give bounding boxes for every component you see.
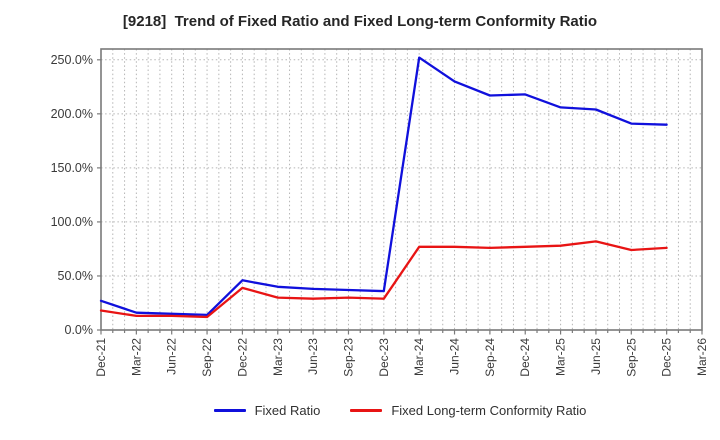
y-axis-tick-label: 250.0% bbox=[51, 53, 93, 67]
x-axis-tick-label: Mar-24 bbox=[412, 338, 426, 376]
x-axis-labels: Dec-21 Mar-22 Jun-22 Sep-22 Dec-22 Mar-23 Jun-… bbox=[94, 338, 709, 377]
chart-title: [9218] Trend of Fixed Ratio and Fixed Lo… bbox=[122, 13, 598, 30]
x-axis-tick-label: Jun-25 bbox=[589, 338, 603, 375]
legend: Fixed Ratio Fixed Long-term Conformity Ra… bbox=[0, 403, 720, 418]
x-axis-tick-label: Dec-21 bbox=[94, 338, 108, 377]
series-line-fixed-long-term-conformity-ratio bbox=[99, 240, 668, 319]
legend-label: Fixed Long-term Conformity Ratio bbox=[391, 403, 587, 418]
x-axis-tick-label: Jun-23 bbox=[306, 338, 320, 375]
legend-line-swatch bbox=[213, 409, 246, 412]
legend-item: Fixed Ratio bbox=[213, 403, 321, 418]
x-axis-tick-label: Dec-22 bbox=[235, 338, 249, 377]
axis-ticks bbox=[97, 59, 703, 335]
y-axis-tick-label: 0.0% bbox=[65, 323, 94, 337]
x-axis-tick-label: Dec-25 bbox=[660, 338, 674, 377]
x-axis-tick-label: Sep-25 bbox=[624, 338, 638, 377]
x-axis-tick-label: Mar-25 bbox=[554, 338, 568, 376]
y-axis-labels: 0.0% 50.0% 100.0% 150.0% 200.0% 250.0% bbox=[51, 53, 93, 337]
x-axis-tick-label: Dec-24 bbox=[518, 338, 532, 377]
y-axis-tick-label: 50.0% bbox=[58, 269, 93, 283]
y-axis-tick-label: 150.0% bbox=[51, 161, 93, 175]
x-axis-tick-label: Sep-22 bbox=[200, 338, 214, 377]
series-line-fixed-ratio bbox=[99, 56, 668, 317]
x-axis-tick-label: Mar-26 bbox=[695, 338, 709, 376]
x-axis-tick-label: Dec-23 bbox=[377, 338, 391, 377]
gridlines bbox=[101, 49, 702, 330]
x-axis-tick-label: Sep-23 bbox=[341, 338, 355, 377]
x-axis-tick-label: Jun-22 bbox=[165, 338, 179, 375]
x-axis-tick-label: Sep-24 bbox=[483, 338, 497, 377]
legend-item: Fixed Long-term Conformity Ratio bbox=[350, 403, 586, 418]
y-axis-tick-label: 100.0% bbox=[51, 215, 93, 229]
x-axis-tick-label: Mar-22 bbox=[129, 338, 143, 376]
y-axis-tick-label: 200.0% bbox=[51, 107, 93, 121]
legend-label: Fixed Ratio bbox=[254, 403, 321, 418]
x-axis-tick-label: Jun-24 bbox=[448, 338, 462, 375]
legend-line-swatch bbox=[350, 409, 383, 412]
plot-frame bbox=[100, 48, 703, 331]
x-axis-tick-label: Mar-23 bbox=[271, 338, 285, 376]
